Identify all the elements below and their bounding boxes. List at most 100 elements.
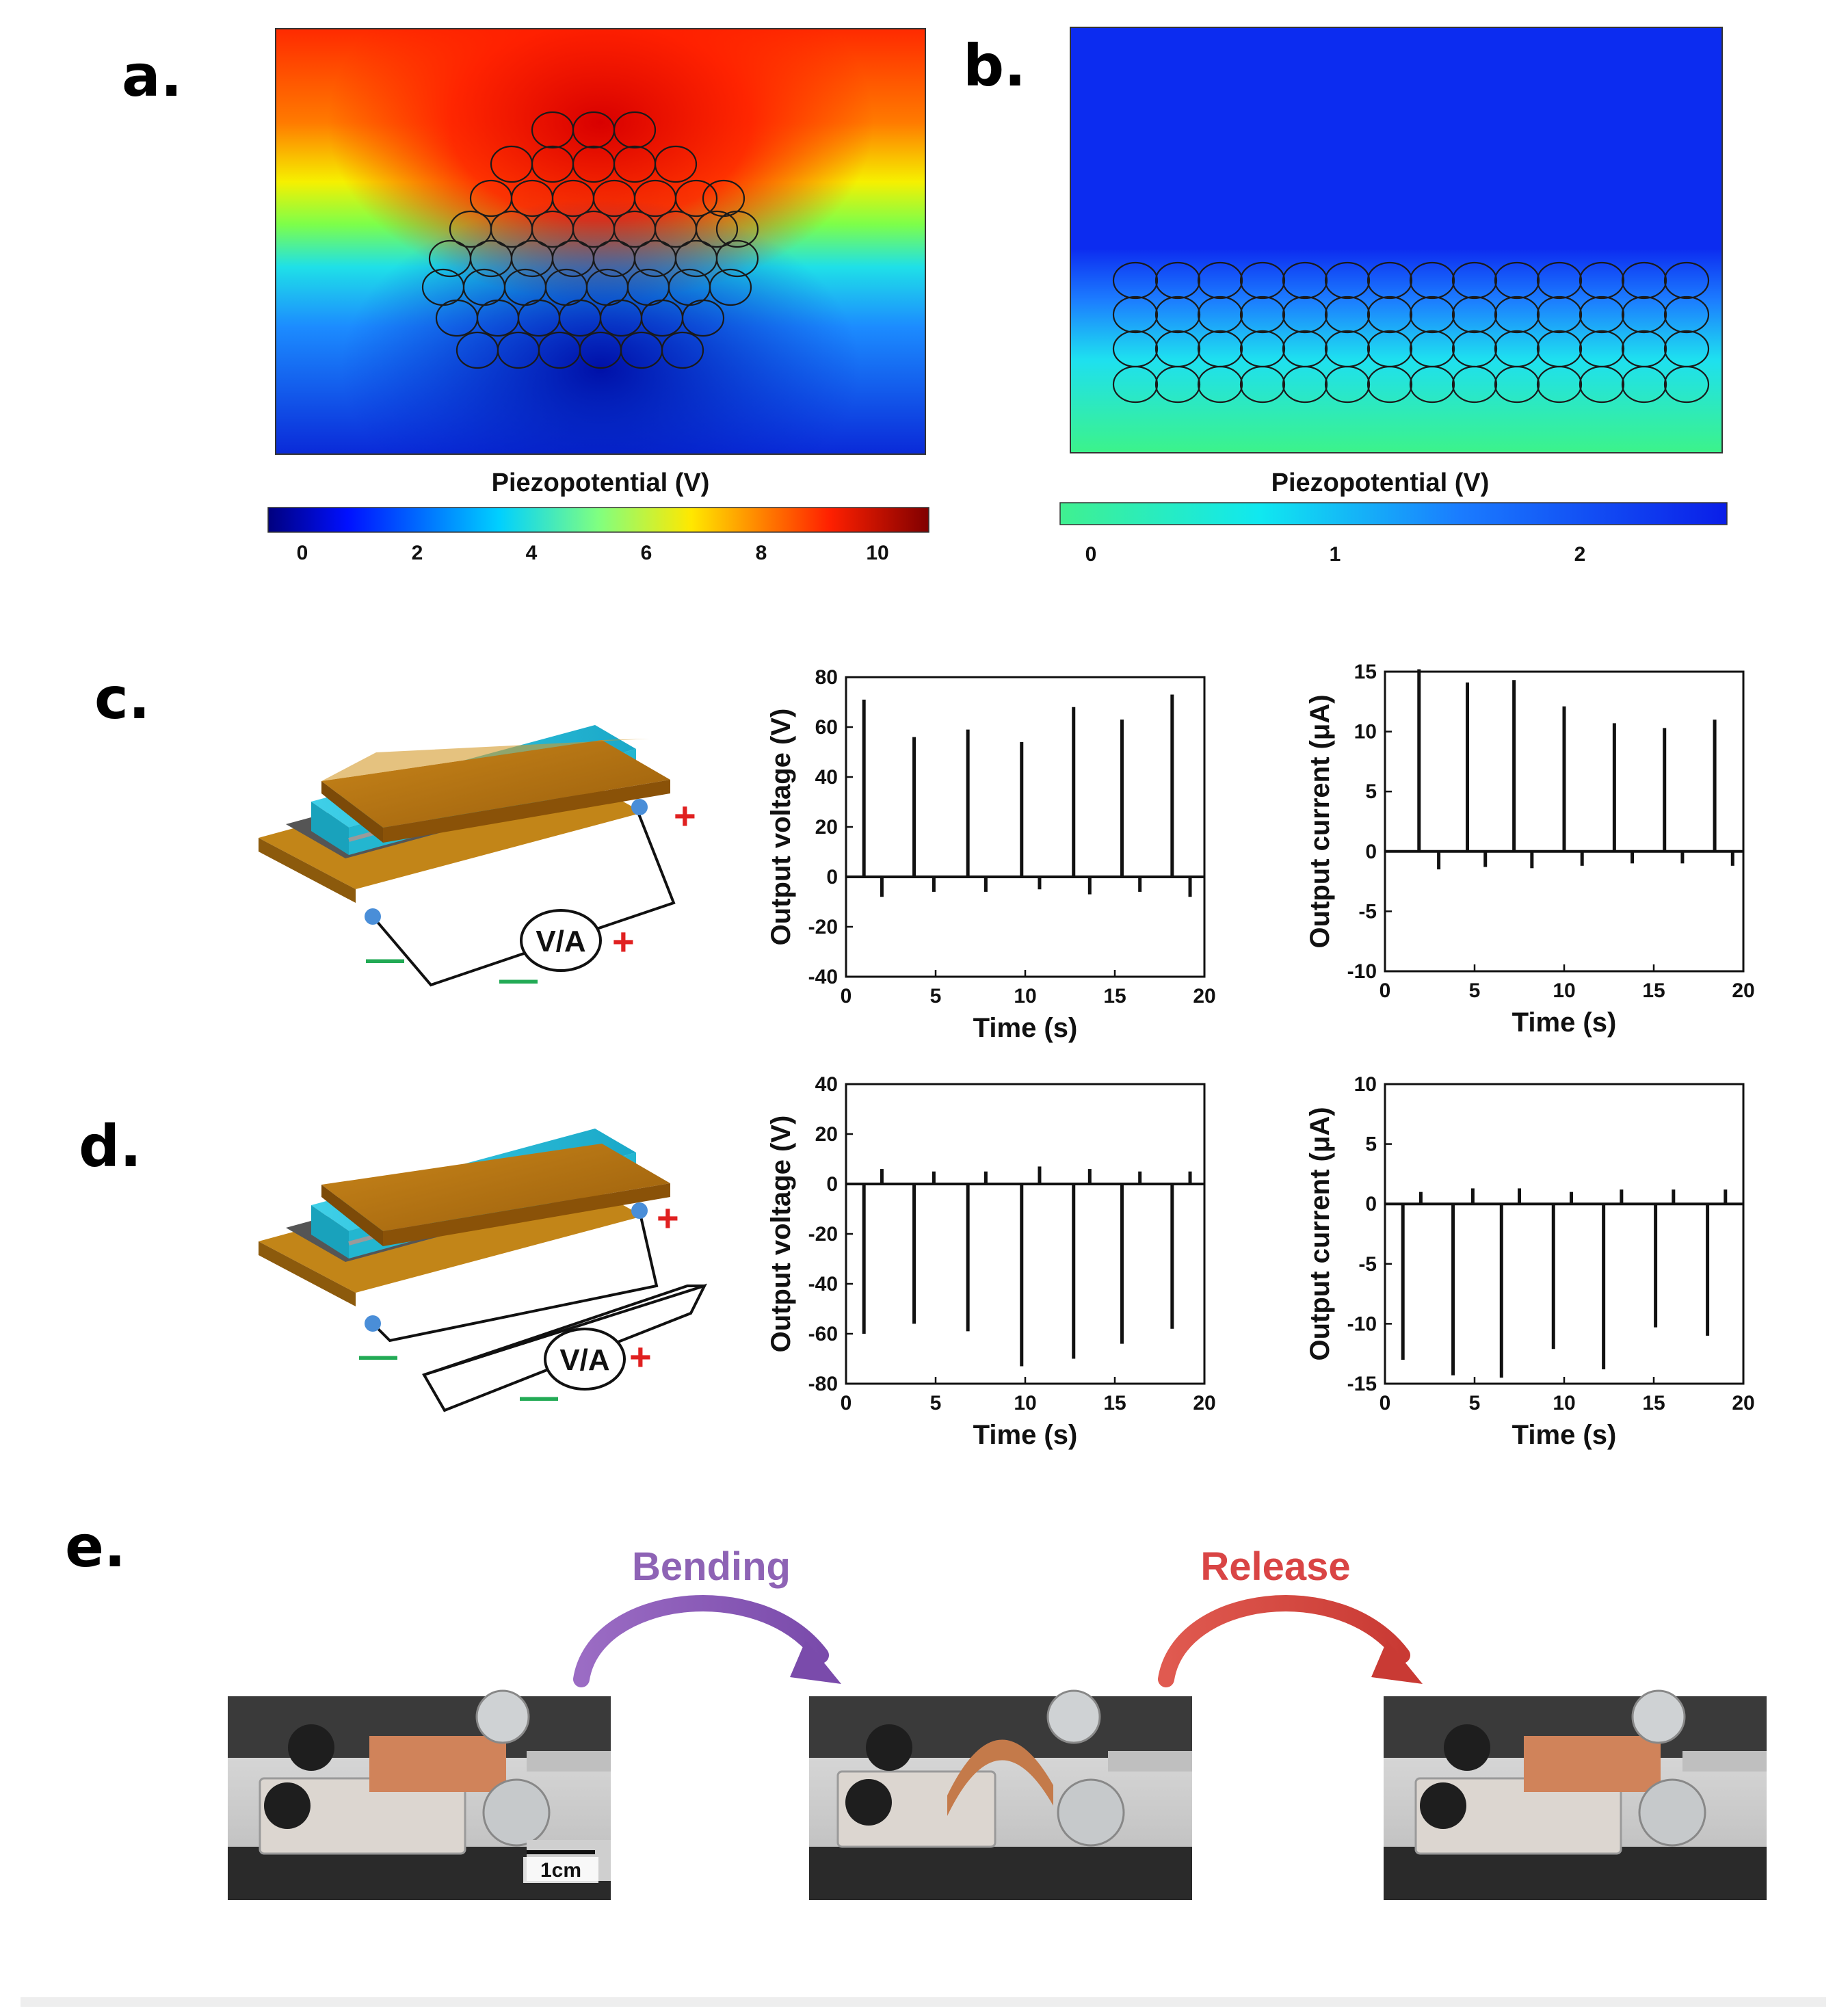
colorbar-a-tick: 4	[526, 542, 538, 564]
x-tick-label: 5	[1469, 979, 1481, 1002]
mesh-cell	[1239, 261, 1286, 300]
mesh-cell	[1367, 295, 1413, 334]
y-axis-label: Output current (μA)	[1305, 694, 1335, 948]
y-tick-label: -10	[1347, 960, 1377, 983]
minus-c-bottom: —	[499, 957, 538, 1000]
mesh-cell	[1282, 365, 1328, 404]
panel-b-colorbar	[1059, 502, 1728, 525]
chart-d-output-voltage: 0 5 10 15 20 -80 -60 -40 -20 0 20 40 Time (s) Output …	[766, 1073, 1216, 1450]
mesh-cell	[1197, 261, 1243, 300]
panel-d-device: V/A + + — —	[259, 1129, 707, 1417]
minus-c-left: —	[366, 936, 404, 979]
mesh-cell	[1621, 261, 1667, 300]
y-tick-label: -5	[1358, 900, 1377, 923]
meter-d-circle	[544, 1328, 626, 1391]
x-axis-label: Time (s)	[1512, 1007, 1617, 1038]
mesh-cell	[1451, 261, 1498, 300]
mesh-cell	[1409, 365, 1455, 404]
mesh-cell	[1324, 365, 1371, 404]
panel-a-colorbar-title: Piezopotential (V)	[492, 469, 710, 497]
y-tick-label: -5	[1358, 1253, 1377, 1276]
mesh-cell	[1494, 295, 1540, 334]
bottom-strip	[21, 1997, 1826, 2007]
mesh-cell	[695, 210, 739, 248]
x-tick-label: 0	[1380, 1392, 1391, 1414]
y-tick-label: 15	[1354, 661, 1377, 683]
photo-bending	[809, 1689, 1192, 1900]
y-tick-label: 5	[1365, 780, 1377, 803]
mesh-cell	[1239, 365, 1286, 404]
panel-a-letter: a.	[122, 42, 183, 109]
x-tick-label: 15	[1642, 1392, 1665, 1414]
mesh-cell	[1282, 261, 1328, 300]
mesh-cell	[1409, 261, 1455, 300]
x-tick-label: 10	[1014, 1392, 1036, 1414]
release-arrow	[1158, 1595, 1423, 1687]
mesh-cell	[1663, 295, 1710, 334]
chart-c-output-voltage: 0 5 10 15 20 -40 -20 0 20 40 60 80 Time (s) Output vo…	[766, 666, 1216, 1043]
colorbar-b-tick: 1	[1330, 543, 1341, 566]
mesh-cell	[1324, 261, 1371, 300]
mesh-cell	[709, 268, 752, 306]
plus-c-meter: +	[612, 920, 635, 963]
x-tick-label: 10	[1553, 1392, 1575, 1414]
x-tick-label: 15	[1103, 1392, 1126, 1414]
plus-d-top: +	[657, 1196, 679, 1239]
mesh-cell	[1112, 261, 1159, 300]
release-label: Release	[1200, 1544, 1350, 1589]
mesh-cell	[1197, 365, 1243, 404]
x-tick-label: 20	[1193, 985, 1215, 1007]
y-tick-label: 5	[1365, 1133, 1377, 1156]
panel-a-colorbar	[267, 507, 929, 533]
y-tick-label: -80	[808, 1373, 838, 1395]
mesh-cell	[1579, 365, 1625, 404]
mesh-cell	[1154, 261, 1201, 300]
x-tick-label: 0	[1380, 979, 1391, 1002]
mesh-cell	[1579, 261, 1625, 300]
panel-b-letter: b.	[963, 32, 1026, 99]
x-tick-label: 5	[1469, 1392, 1481, 1414]
bending-arrow	[573, 1595, 841, 1687]
mesh-cell	[1112, 295, 1159, 334]
x-tick-label: 20	[1732, 979, 1754, 1002]
mesh-cell	[715, 239, 759, 278]
x-tick-label: 20	[1193, 1392, 1215, 1414]
colorbar-a-tick: 0	[297, 542, 308, 564]
y-tick-label: 0	[1365, 841, 1377, 863]
mesh-cell	[1409, 295, 1455, 334]
panel-c-device: V/A + + — —	[259, 725, 696, 1000]
scale-bar-label: 1cm	[540, 1859, 581, 1882]
chart-c-output-current: 0 5 10 15 20 -10 -5 0 5 10 15 Time (s) Output curren…	[1305, 661, 1755, 1038]
mesh-cell	[1154, 365, 1201, 404]
panel-e-letter: e.	[65, 1513, 126, 1580]
mesh-cell	[715, 210, 759, 248]
y-tick-label: -40	[808, 966, 838, 988]
minus-d-bottom: —	[520, 1374, 558, 1417]
mesh-cell	[674, 179, 718, 218]
mesh-cell	[1579, 295, 1625, 334]
mesh-cell	[613, 111, 657, 149]
photo-initial: 1cm	[228, 1689, 611, 1900]
colorbar-a-tick: 8	[756, 542, 767, 564]
mesh-cell	[1154, 295, 1201, 334]
panel-c-letter: c.	[94, 665, 150, 732]
y-tick-label: 0	[1365, 1193, 1377, 1215]
mesh-cell	[1451, 295, 1498, 334]
mesh-cell	[1536, 261, 1583, 300]
colorbar-b-tick: 2	[1574, 543, 1586, 566]
bending-label: Bending	[632, 1544, 791, 1589]
colorbar-a-tick: 2	[412, 542, 423, 564]
mesh-cell	[1536, 295, 1583, 334]
meter-c-circle	[520, 909, 602, 972]
minus-d-left: —	[359, 1333, 397, 1376]
x-axis-label: Time (s)	[973, 1420, 1078, 1450]
colorbar-b-tick: 0	[1085, 543, 1097, 566]
x-tick-label: 10	[1553, 979, 1575, 1002]
panel-b-colorbar-ticks: 0 1 2	[1085, 543, 1586, 566]
mesh-cell	[1239, 295, 1286, 334]
y-tick-label: 20	[815, 1123, 838, 1146]
panel-b-colorbar-title: Piezopotential (V)	[1271, 469, 1490, 497]
x-tick-label: 5	[930, 985, 942, 1007]
y-tick-label: 10	[1354, 721, 1377, 743]
mesh-cell	[654, 145, 698, 183]
